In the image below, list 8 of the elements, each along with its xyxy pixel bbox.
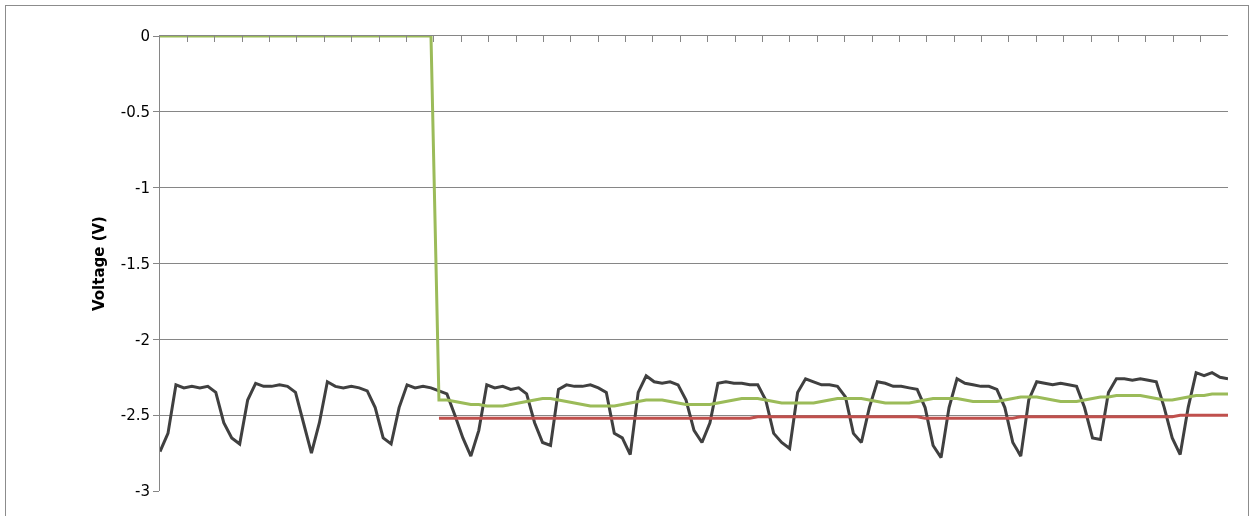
y-tick-label: -1: [135, 178, 150, 197]
y-tick-label: -0.5: [120, 103, 150, 122]
y-tick-label: -2.5: [120, 406, 150, 425]
y-tick-label: -1.5: [120, 254, 150, 273]
y-tick-label: 0: [140, 27, 150, 46]
y-tick-label: -3: [135, 482, 150, 501]
y-axis-title: Voltage (V): [89, 216, 108, 311]
y-tick-label: -2: [135, 330, 150, 349]
